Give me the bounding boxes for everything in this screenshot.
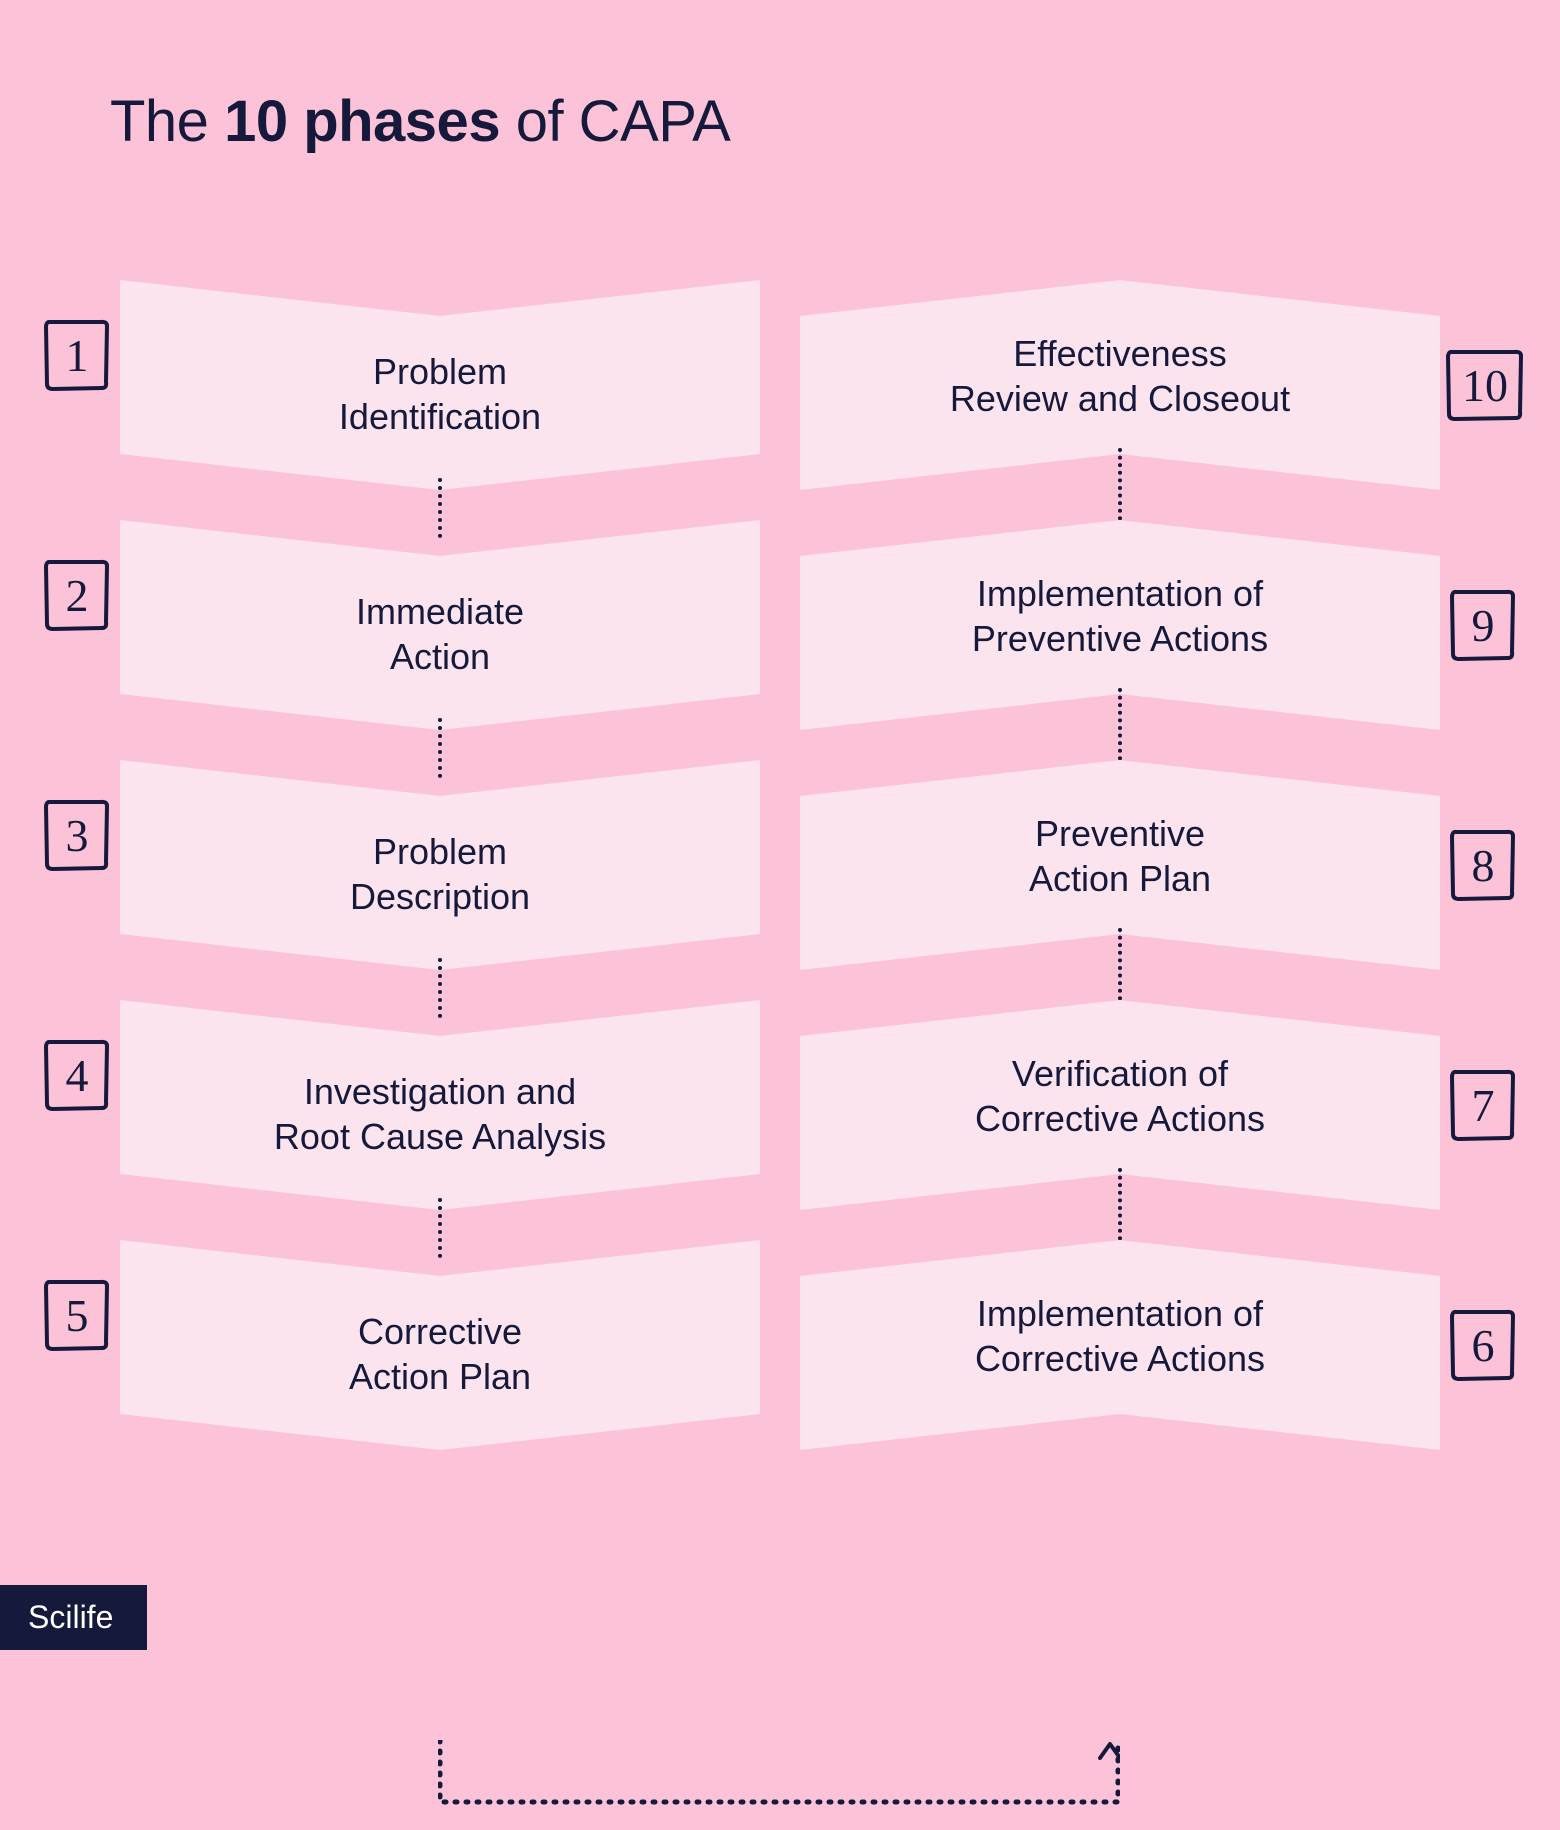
phase-card: Implementation ofPreventive Actions 9 — [800, 520, 1440, 730]
phase-number: 1 — [66, 329, 89, 382]
phase-number-badge: 8 — [1452, 830, 1514, 900]
phase-card: Verification ofCorrective Actions 7 — [800, 1000, 1440, 1210]
title-prefix: The — [110, 89, 224, 154]
infographic-canvas: The 10 phases of CAPA ProblemIdentificat… — [0, 0, 1560, 1650]
phase-number: 4 — [66, 1049, 89, 1102]
right-column: EffectivenessReview and Closeout 10 Impl… — [800, 280, 1440, 1480]
connector-dots — [1118, 1168, 1122, 1248]
footer-brand-label: Scilife — [28, 1599, 113, 1635]
phase-number-badge: 7 — [1452, 1070, 1514, 1140]
phase-number: 3 — [66, 809, 89, 862]
phase-card: ProblemDescription 3 — [120, 760, 760, 970]
phase-number-badge: 5 — [46, 1280, 108, 1350]
phase-number: 8 — [1472, 839, 1495, 892]
phase-number-badge: 10 — [1448, 350, 1522, 420]
phase-number: 10 — [1462, 359, 1508, 412]
phase-card: Investigation andRoot Cause Analysis 4 — [120, 1000, 760, 1210]
phase-number-badge: 4 — [46, 1040, 108, 1110]
phase-label: ProblemIdentification — [120, 280, 760, 490]
phase-number-badge: 1 — [46, 320, 108, 390]
title-suffix: of CAPA — [500, 89, 730, 154]
phase-label: Implementation ofCorrective Actions — [800, 1240, 1440, 1450]
phase-card: PreventiveAction Plan 8 — [800, 760, 1440, 970]
phase-number: 7 — [1472, 1079, 1495, 1132]
phase-number-badge: 6 — [1452, 1310, 1514, 1380]
phase-number-badge: 2 — [46, 560, 108, 630]
phase-columns: ProblemIdentification 1 ImmediateAction … — [0, 280, 1560, 1480]
phase-label: ImmediateAction — [120, 520, 760, 730]
connector-dots — [1118, 688, 1122, 768]
connector-dots — [1118, 448, 1122, 528]
connector-dots — [1118, 928, 1122, 1008]
left-column: ProblemIdentification 1 ImmediateAction … — [120, 280, 760, 1480]
phase-card: CorrectiveAction Plan 5 — [120, 1240, 760, 1450]
phase-number-badge: 9 — [1452, 590, 1514, 660]
title-bold: 10 phases — [224, 89, 500, 154]
phase-number: 2 — [66, 569, 89, 622]
phase-number: 6 — [1472, 1319, 1495, 1372]
phase-number: 9 — [1472, 599, 1495, 652]
page-title: The 10 phases of CAPA — [110, 88, 730, 155]
phase-card: EffectivenessReview and Closeout 10 — [800, 280, 1440, 490]
phase-card: Implementation ofCorrective Actions 6 — [800, 1240, 1440, 1450]
phase-label: Investigation andRoot Cause Analysis — [120, 1000, 760, 1210]
phase-card: ImmediateAction 2 — [120, 520, 760, 730]
footer-brand-badge: Scilife — [0, 1585, 147, 1650]
phase-card: ProblemIdentification 1 — [120, 280, 760, 490]
phase-label: CorrectiveAction Plan — [120, 1240, 760, 1450]
phase-number-badge: 3 — [46, 800, 108, 870]
bottom-connector-arrow — [438, 1740, 1120, 1830]
phase-label: ProblemDescription — [120, 760, 760, 970]
phase-number: 5 — [66, 1289, 89, 1342]
